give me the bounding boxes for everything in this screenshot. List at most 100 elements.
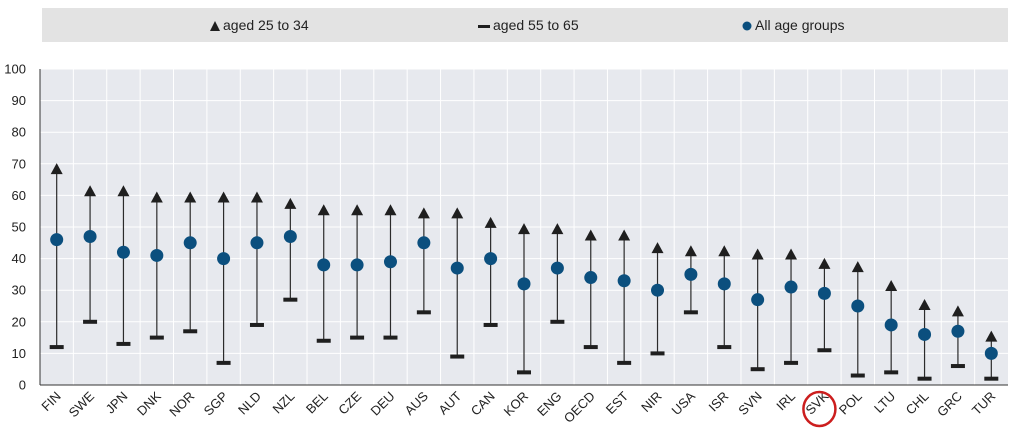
- marker-young-NIR: [651, 242, 664, 254]
- x-tick-label-ENG: ENG: [534, 389, 565, 420]
- marker-all-SVN: [751, 293, 765, 307]
- x-tick-label-DNK: DNK: [134, 388, 164, 418]
- marker-young-NZL: [284, 197, 297, 209]
- marker-all-DNK: [150, 248, 164, 262]
- marker-all-FIN: [50, 233, 64, 247]
- marker-old-EST: [617, 360, 632, 365]
- x-tick-label-DEU: DEU: [368, 389, 398, 419]
- highlight-circle: [802, 390, 837, 428]
- marker-all-TUR: [984, 346, 998, 360]
- x-tick-label-LTU: LTU: [871, 389, 898, 416]
- x-tick-label-TUR: TUR: [969, 389, 998, 418]
- x-tick-label-EST: EST: [603, 388, 632, 417]
- x-tick-label-GRC: GRC: [934, 389, 965, 420]
- x-tick-label-JPN: JPN: [103, 389, 131, 417]
- legend: aged 25 to 34 aged 55 to 65 All age grou…: [42, 8, 1008, 42]
- y-tick-label: 80: [12, 125, 26, 140]
- marker-young-LTU: [885, 280, 898, 292]
- marker-young-SGP: [217, 191, 230, 203]
- marker-all-USA: [684, 267, 698, 281]
- marker-all-DEU: [383, 255, 397, 269]
- marker-old-SVN: [750, 367, 765, 372]
- marker-old-DEU: [383, 335, 398, 340]
- x-tick-label-BEL: BEL: [303, 389, 331, 417]
- legend-item-young: aged 25 to 34: [210, 8, 309, 42]
- x-tick-label-NLD: NLD: [235, 389, 264, 418]
- marker-young-ISR: [718, 245, 731, 257]
- circle-icon: [742, 21, 752, 31]
- x-tick-label-CHL: CHL: [903, 389, 932, 418]
- x-tick-label-NOR: NOR: [166, 389, 197, 420]
- marker-all-SWE: [83, 229, 97, 243]
- marker-old-NLD: [249, 322, 264, 327]
- marker-young-BEL: [317, 204, 330, 216]
- marker-all-OECD: [584, 271, 598, 285]
- x-tick-label-AUS: AUS: [401, 388, 431, 418]
- marker-old-FIN: [49, 345, 64, 350]
- marker-all-SVK: [817, 286, 831, 300]
- marker-young-IRL: [785, 248, 798, 260]
- x-tick-label-NIR: NIR: [638, 389, 664, 415]
- marker-young-SWE: [84, 185, 97, 197]
- y-tick-label: 0: [19, 378, 26, 393]
- marker-old-AUT: [450, 354, 465, 359]
- marker-all-IRL: [784, 280, 798, 294]
- marker-all-NZL: [283, 229, 297, 243]
- marker-all-NLD: [250, 236, 264, 250]
- marker-young-JPN: [117, 185, 130, 197]
- marker-old-BEL: [316, 338, 331, 343]
- marker-young-ENG: [551, 223, 564, 235]
- y-tick-label: 40: [12, 251, 26, 266]
- marker-young-GRC: [951, 305, 964, 317]
- x-tick-label-AUT: AUT: [435, 388, 464, 417]
- marker-all-POL: [851, 299, 865, 313]
- x-tick-label-SWE: SWE: [66, 388, 98, 420]
- marker-old-SWE: [83, 319, 98, 324]
- x-tick-label-FIN: FIN: [38, 389, 63, 414]
- y-tick-label: 60: [12, 188, 26, 203]
- marker-all-NOR: [183, 236, 197, 250]
- x-tick-label-KOR: KOR: [501, 389, 532, 420]
- chart-marks: [49, 163, 999, 381]
- marker-old-ISR: [717, 345, 732, 350]
- marker-young-KOR: [518, 223, 530, 235]
- marker-old-SVK: [817, 348, 832, 353]
- marker-old-CZE: [350, 335, 365, 340]
- x-tick-label-SVN: SVN: [735, 389, 765, 419]
- marker-young-CHL: [918, 299, 931, 310]
- marker-young-CAN: [484, 216, 497, 228]
- marker-all-EST: [617, 274, 631, 288]
- marker-all-ENG: [550, 261, 564, 275]
- marker-all-JPN: [116, 245, 130, 259]
- triangle-icon: [210, 21, 220, 32]
- marker-old-ENG: [550, 319, 565, 324]
- marker-old-GRC: [950, 364, 965, 369]
- x-tick-label-IRL: IRL: [773, 389, 798, 414]
- marker-all-AUT: [450, 261, 464, 275]
- marker-all-AUS: [417, 236, 431, 250]
- x-tick-label-ISR: ISR: [705, 389, 731, 415]
- marker-all-GRC: [951, 324, 965, 338]
- marker-young-DEU: [384, 204, 397, 216]
- marker-all-CAN: [484, 252, 498, 266]
- y-tick-label: 30: [12, 283, 26, 298]
- x-tick-label-POL: POL: [836, 389, 865, 418]
- marker-old-NOR: [183, 329, 198, 334]
- marker-old-LTU: [884, 370, 899, 375]
- marker-old-POL: [850, 373, 865, 378]
- marker-old-USA: [683, 310, 698, 315]
- marker-young-SVN: [751, 248, 764, 260]
- marker-young-SVK: [818, 257, 831, 269]
- legend-label-young: aged 25 to 34: [223, 17, 309, 33]
- marker-old-NZL: [283, 297, 298, 302]
- marker-all-NIR: [651, 283, 665, 297]
- marker-young-TUR: [985, 330, 998, 342]
- y-tick-label: 20: [12, 314, 26, 329]
- legend-label-old: aged 55 to 65: [493, 17, 579, 33]
- marker-young-DNK: [150, 191, 163, 203]
- marker-young-NLD: [250, 191, 263, 203]
- x-axis: FIN SWE JPN DNK NOR SGP NLD NZL BEL CZE DEU AUS AUT C…: [38, 388, 998, 428]
- marker-old-DNK: [149, 335, 164, 340]
- y-tick-label: 100: [4, 62, 26, 77]
